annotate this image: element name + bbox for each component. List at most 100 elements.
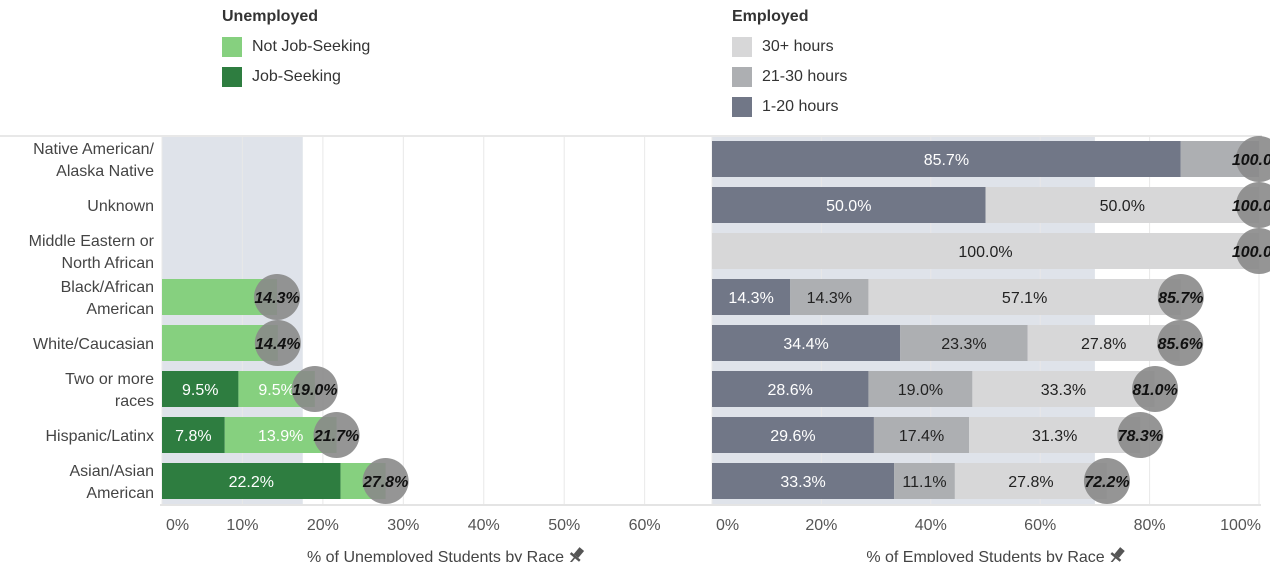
legend-item-21-30-hours[interactable]: 21-30 hours [732, 62, 847, 92]
legend-label-30-plus-hours: 30+ hours [762, 38, 834, 55]
unemployed-total-marker[interactable] [254, 274, 301, 320]
employed-bar-1-20-hours[interactable] [712, 187, 986, 223]
category-label-two-or-more-races: Two or more races [65, 371, 154, 410]
employed-chart: 0% 20% 40% 60% 80% 100% % of Employed Students… [710, 136, 1270, 562]
employed-total-marker[interactable] [1157, 274, 1204, 320]
employed-tick-label: 60% [1024, 517, 1056, 534]
category-label-hispanic-latinx: Hispanic/Latinx [46, 428, 155, 445]
legend-swatch-job-seeking [222, 67, 242, 87]
legend-swatch-21-30-hours [732, 67, 752, 87]
category-label-line: Black/African [61, 279, 154, 296]
unemployed-total-label: 14.4% [255, 336, 300, 353]
legend-item-1-20-hours[interactable]: 1-20 hours [732, 92, 847, 122]
employed-bar-1-20-hours[interactable] [712, 371, 869, 407]
employed-bar-30-hours[interactable] [868, 279, 1181, 315]
unemployed-tick-label: 0% [166, 517, 189, 534]
employed-bar-30-hours[interactable] [972, 371, 1155, 407]
employed-tick-label: 20% [805, 517, 837, 534]
legend-item-30-plus-hours[interactable]: 30+ hours [732, 32, 847, 62]
employed-bar-30-hours[interactable] [954, 463, 1107, 499]
employed-bar-label: 17.4% [899, 428, 944, 445]
unemployed-tick-label: 30% [387, 517, 419, 534]
unemployed-bar-job-seeking[interactable] [162, 417, 225, 453]
unemployed-tick-label: 50% [548, 517, 580, 534]
unemployed-pin-icon[interactable] [566, 545, 587, 562]
unemployed-total-marker[interactable] [291, 366, 338, 412]
unemployed-bar-job-seeking[interactable] [162, 463, 341, 499]
legend-label-21-30-hours: 21-30 hours [762, 68, 848, 85]
employed-bar-label: 57.1% [1002, 290, 1047, 307]
employed-bar-label: 85.7% [924, 152, 969, 169]
employed-bar-21-30-hours[interactable] [900, 325, 1028, 361]
employed-tick-label: 0% [716, 517, 739, 534]
legend-employed: Employed 30+ hours 21-30 hours 1-20 hour… [732, 8, 847, 122]
employed-total-marker[interactable] [1157, 320, 1204, 366]
legend-swatch-30-plus-hours [732, 37, 752, 57]
category-label-line: Native American/ [33, 141, 154, 158]
unemployed-chart: 0% 10% 20% 30% 40% 50% 60% % of Unemployed Stud… [160, 136, 711, 562]
unemployed-tick-label: 40% [468, 517, 500, 534]
category-label-line: American [86, 301, 154, 318]
employed-bar-21-30-hours[interactable] [873, 417, 970, 453]
employed-bar-21-30-hours[interactable] [894, 463, 955, 499]
employed-bar-21-30-hours[interactable] [868, 371, 973, 407]
employed-bar-label: 31.3% [1032, 428, 1077, 445]
employed-pin-icon[interactable] [1106, 545, 1127, 562]
employed-bar-1-20-hours[interactable] [712, 325, 901, 361]
unemployed-bar-label: 22.2% [229, 474, 274, 491]
employed-bar-21-30-hours[interactable] [790, 279, 869, 315]
category-label-line: races [115, 393, 154, 410]
legend-swatch-not-job-seeking [222, 37, 242, 57]
employed-bar-1-20-hours[interactable] [712, 417, 874, 453]
unemployed-total-marker[interactable] [362, 458, 409, 504]
unemployed-bar-label: 9.5% [258, 382, 294, 399]
employed-bar-label: 50.0% [826, 198, 871, 215]
unemployed-tick-label: 60% [629, 517, 661, 534]
legend-item-job-seeking[interactable]: Job-Seeking [222, 62, 370, 92]
employed-bar-label: 33.3% [1041, 382, 1086, 399]
employed-tick-label: 80% [1134, 517, 1166, 534]
employed-bar-label: 34.4% [783, 336, 828, 353]
unemployed-total-label: 14.3% [254, 290, 299, 307]
category-label-line: American [86, 485, 154, 502]
employed-total-marker[interactable] [1132, 366, 1179, 412]
employed-total-marker[interactable] [1236, 228, 1270, 274]
employed-total-label: 81.0% [1132, 382, 1177, 399]
unemployed-bar-label: 7.8% [175, 428, 211, 445]
employed-bar-30-hours[interactable] [969, 417, 1141, 453]
legend-label-not-job-seeking: Not Job-Seeking [252, 38, 371, 55]
employed-bar-1-20-hours[interactable] [712, 463, 895, 499]
category-label-white-caucasian: White/Caucasian [33, 336, 154, 353]
employed-tick-label: 40% [915, 517, 947, 534]
unemployed-total-label: 19.0% [292, 382, 337, 399]
employed-bar-1-20-hours[interactable] [712, 141, 1181, 177]
category-label-line: Two or more [65, 371, 154, 388]
category-label-line: Asian/Asian [70, 463, 155, 480]
category-label-line: Hispanic/Latinx [46, 428, 155, 445]
employed-bar-label: 100.0% [958, 244, 1012, 261]
employed-bar-30-hours[interactable] [712, 233, 1259, 269]
employed-total-marker[interactable] [1236, 136, 1270, 182]
category-label-line: White/Caucasian [33, 336, 154, 353]
employed-bar-1-20-hours[interactable] [712, 279, 791, 315]
unemployed-total-marker[interactable] [254, 320, 301, 366]
employed-total-label: 72.2% [1084, 474, 1129, 491]
unemployed-bar-job-seeking[interactable] [162, 371, 239, 407]
employed-total-label: 85.7% [1158, 290, 1203, 307]
employed-bar-30-hours[interactable] [985, 187, 1260, 223]
category-label-line: Unknown [87, 198, 154, 215]
employed-tick-label: 100% [1220, 517, 1261, 534]
employed-total-marker[interactable] [1083, 458, 1130, 504]
employed-total-marker[interactable] [1236, 182, 1270, 228]
unemployed-tick-label: 20% [307, 517, 339, 534]
employed-bar-label: 33.3% [780, 474, 825, 491]
employed-total-marker[interactable] [1117, 412, 1164, 458]
legend-label-1-20-hours: 1-20 hours [762, 98, 839, 115]
employed-bar-30-hours[interactable] [1027, 325, 1180, 361]
legend-unemployed-title: Unemployed [222, 8, 319, 25]
unemployed-total-marker[interactable] [313, 412, 360, 458]
legend-item-not-job-seeking[interactable]: Not Job-Seeking [222, 32, 370, 62]
employed-bar-label: 23.3% [941, 336, 986, 353]
employed-bar-label: 19.0% [898, 382, 943, 399]
